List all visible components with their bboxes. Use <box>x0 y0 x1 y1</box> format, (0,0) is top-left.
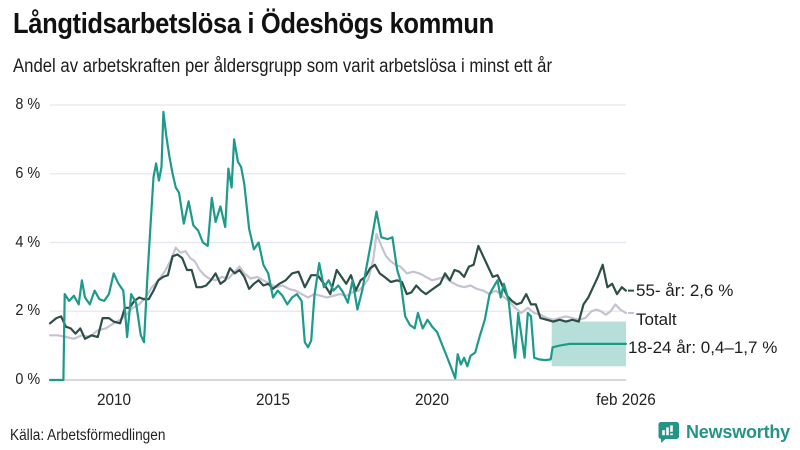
source-note: Källa: Arbetsförmedlingen <box>10 427 166 444</box>
series-label-totalt: Totalt <box>636 309 677 329</box>
y-tick-label: 8 % <box>15 96 41 113</box>
x-tick-label: 2020 <box>415 390 450 409</box>
branding-name: Newsworthy <box>685 422 790 442</box>
page-subtitle: Andel av arbetskraften per åldersgrupp s… <box>13 56 553 77</box>
x-tick-label: feb 2026 <box>596 390 656 409</box>
y-tick-label: 4 % <box>15 233 41 251</box>
newsworthy-logo-icon <box>658 422 679 443</box>
y-tick-label: 2 % <box>15 302 41 320</box>
y-tick-label: 0 % <box>15 371 41 388</box>
page-title: Långtidsarbetslösa i Ödeshögs kommun <box>13 8 494 40</box>
branding: Newsworthy <box>657 421 790 444</box>
y-tick-label: 6 % <box>15 164 41 182</box>
x-tick-label: 2010 <box>96 390 131 409</box>
x-tick-label: 2015 <box>255 390 290 409</box>
series-label-55-r: 55- år: 2,6 % <box>636 280 734 300</box>
series-label-18-24-r: 18-24 år: 0,4–1,7 % <box>628 337 778 357</box>
